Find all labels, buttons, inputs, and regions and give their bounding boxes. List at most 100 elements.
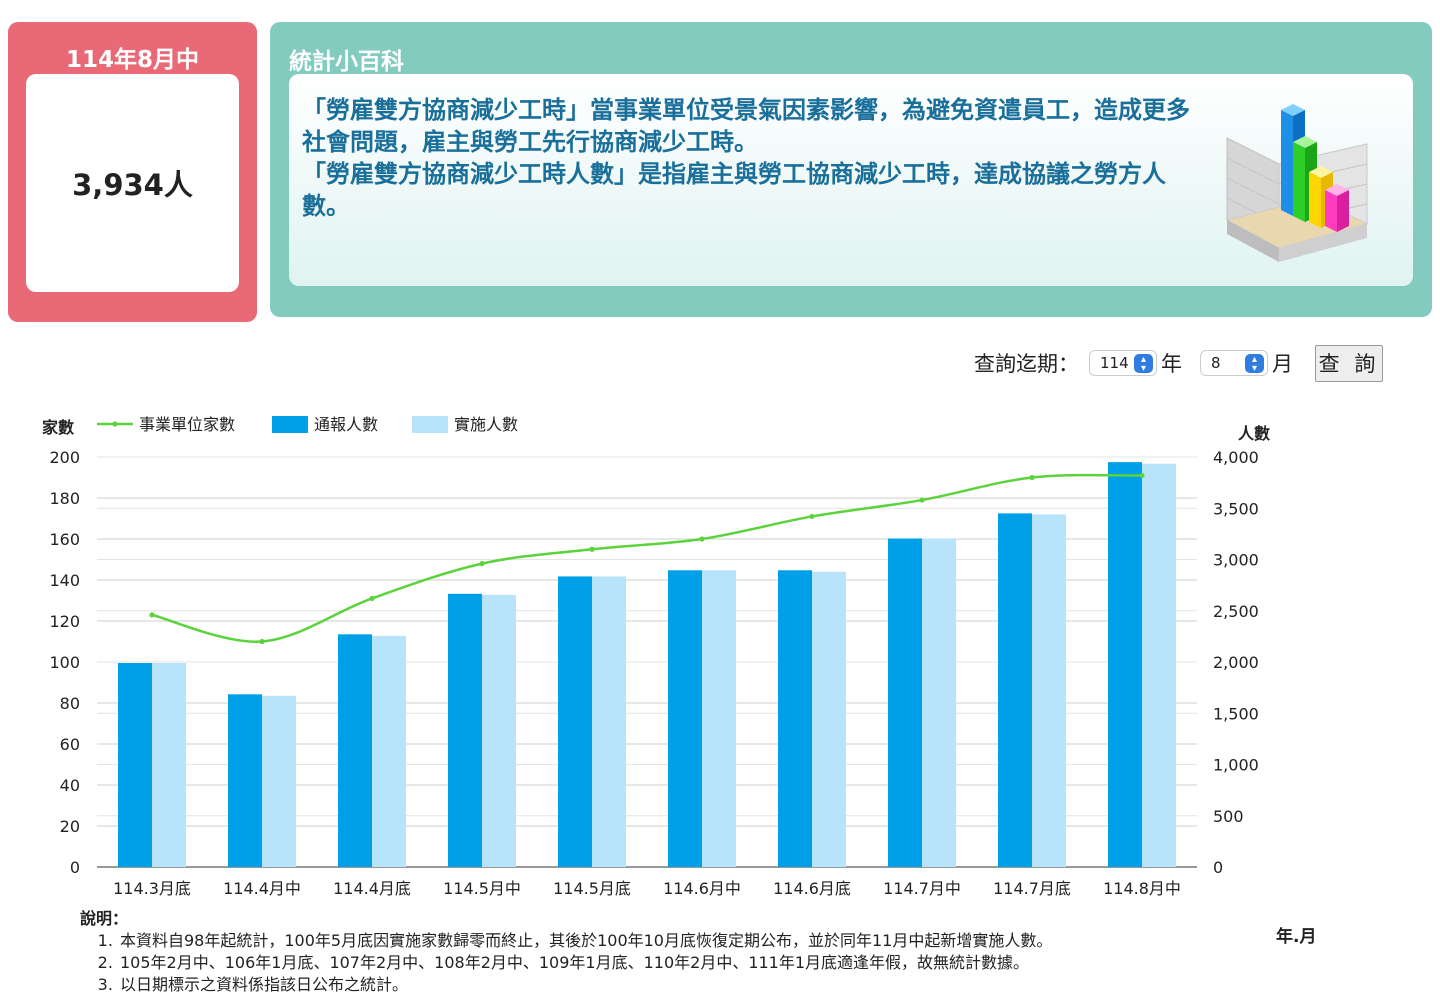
month-select[interactable]: 8 ▴ ▾ bbox=[1200, 350, 1268, 376]
month-unit: 月 bbox=[1272, 352, 1293, 376]
line-point bbox=[259, 638, 265, 645]
right-tick-label: 2,000 bbox=[1213, 653, 1259, 672]
note-item: 105年2月中、106年1月底、107年2月中、108年2月中、109年1月底、… bbox=[118, 952, 1052, 974]
right-tick-label: 3,500 bbox=[1213, 499, 1259, 518]
left-tick-label: 0 bbox=[70, 858, 80, 877]
x-axis-unit-label: 年.月 bbox=[1276, 927, 1317, 947]
right-tick-label: 1,000 bbox=[1213, 756, 1259, 775]
note-item: 本資料自98年起統計，100年5月底因實施家數歸零而終止，其後於100年10月底… bbox=[118, 930, 1052, 952]
right-tick-label: 2,500 bbox=[1213, 602, 1259, 621]
select-stepper-icon: ▴ ▾ bbox=[1134, 354, 1153, 373]
year-select-value: 114 bbox=[1100, 354, 1129, 372]
x-tick-label: 114.4月中 bbox=[223, 879, 301, 898]
notes-title: 說明： bbox=[80, 909, 129, 928]
chart-axes: 0 20 40 60 80 100 120 140 160 180 200 0 500 1,000 1,50… bbox=[42, 418, 1270, 898]
line-point bbox=[149, 612, 155, 618]
legend-label: 實施人數 bbox=[454, 415, 518, 434]
bar-reported bbox=[998, 513, 1032, 867]
left-tick-label: 20 bbox=[60, 817, 80, 836]
line-point bbox=[589, 546, 595, 552]
chart-line bbox=[149, 472, 1145, 645]
wiki-text: 「勞雇雙方協商減少工時」當事業單位受景氣因素影響，為避免資遣員工，造成更多社會問… bbox=[302, 94, 1202, 222]
left-axis-label: 家數 bbox=[42, 418, 74, 437]
chart-bars bbox=[118, 462, 1176, 867]
latest-stat-title: 114年8月中 bbox=[65, 47, 199, 73]
bar-reported bbox=[118, 663, 152, 867]
note-item: 以日期標示之資料係指該日公布之統計。 bbox=[118, 974, 1052, 996]
bar-implemented bbox=[1032, 514, 1066, 867]
wiki-paragraph: 「勞雇雙方協商減少工時人數」是指雇主與勞工協商減少工時，達成協議之勞方人數。 bbox=[302, 160, 1166, 220]
bar-reported bbox=[448, 593, 482, 867]
line-point bbox=[919, 497, 925, 503]
notes: 說明： 本資料自98年起統計，100年5月底因實施家數歸零而終止，其後於100年… bbox=[80, 908, 1052, 996]
query-button[interactable]: 查 詢 bbox=[1315, 344, 1383, 382]
year-unit: 年 bbox=[1161, 352, 1182, 376]
x-tick-label: 114.7月底 bbox=[993, 879, 1071, 898]
right-tick-label: 0 bbox=[1213, 858, 1223, 877]
latest-stat-card: 114年8月中 3,934人 bbox=[8, 22, 257, 322]
latest-stat-box: 3,934人 bbox=[26, 74, 239, 292]
bar-reported bbox=[338, 634, 372, 867]
bar-implemented bbox=[702, 570, 736, 867]
wiki-paragraph: 「勞雇雙方協商減少工時」當事業單位受景氣因素影響，為避免資遣員工，造成更多社會問… bbox=[302, 96, 1190, 156]
query-bar: 查詢迄期： 114 ▴ ▾ 年 8 ▴ ▾ 月 查 詢 bbox=[974, 343, 1383, 383]
line-point bbox=[699, 536, 705, 542]
bar-implemented bbox=[922, 538, 956, 867]
bar-reported bbox=[558, 576, 592, 867]
bar-reported bbox=[1108, 462, 1142, 867]
x-tick-label: 114.6月底 bbox=[773, 879, 851, 898]
legend-bar-swatch bbox=[412, 416, 448, 433]
query-label: 查詢迄期： bbox=[974, 352, 1079, 376]
x-tick-label: 114.3月底 bbox=[113, 879, 191, 898]
line-point bbox=[369, 595, 375, 602]
x-tick-label: 114.8月中 bbox=[1103, 879, 1181, 898]
right-tick-label: 3,000 bbox=[1213, 551, 1259, 570]
right-tick-label: 4,000 bbox=[1213, 448, 1259, 467]
bar-reported bbox=[888, 538, 922, 867]
bar-implemented bbox=[812, 571, 846, 867]
chart-legend: 事業單位家數 通報人數 實施人數 bbox=[97, 415, 518, 434]
notes-list: 本資料自98年起統計，100年5月底因實施家數歸零而終止，其後於100年10月底… bbox=[80, 930, 1052, 996]
x-tick-label: 114.5月中 bbox=[443, 879, 521, 898]
bar-reported bbox=[668, 570, 702, 867]
select-stepper-icon: ▴ ▾ bbox=[1245, 354, 1264, 373]
left-tick-label: 200 bbox=[49, 448, 80, 467]
combo-chart: 0 20 40 60 80 100 120 140 160 180 200 0 500 1,000 1,50… bbox=[42, 415, 1270, 898]
left-tick-label: 100 bbox=[49, 653, 80, 672]
bar-implemented bbox=[1142, 463, 1176, 867]
right-axis-label: 人數 bbox=[1238, 424, 1270, 443]
bar-implemented bbox=[262, 695, 296, 867]
left-tick-label: 80 bbox=[60, 694, 80, 713]
bar-implemented bbox=[372, 635, 406, 867]
right-tick-label: 500 bbox=[1213, 807, 1244, 826]
left-tick-label: 180 bbox=[49, 489, 80, 508]
bar-reported bbox=[228, 694, 262, 867]
latest-stat-value: 3,934人 bbox=[72, 168, 193, 202]
x-tick-label: 114.5月底 bbox=[553, 879, 631, 898]
statistics-wiki-card: 統計小百科 「勞雇雙方協商減少工時」當事業單位受景氣因素影響，為避免資遣員工，造… bbox=[270, 22, 1432, 317]
3d-bar-chart-icon bbox=[1225, 104, 1369, 262]
x-tick-label: 114.7月中 bbox=[883, 879, 961, 898]
left-tick-label: 60 bbox=[60, 735, 80, 754]
legend-label: 事業單位家數 bbox=[139, 415, 235, 434]
legend-bar-swatch bbox=[272, 416, 308, 433]
x-tick-label: 114.4月底 bbox=[333, 879, 411, 898]
wiki-title: 統計小百科 bbox=[289, 49, 404, 75]
right-tick-label: 1,500 bbox=[1213, 704, 1259, 723]
left-tick-label: 40 bbox=[60, 776, 80, 795]
line-point bbox=[479, 561, 485, 567]
bar-implemented bbox=[152, 663, 186, 867]
left-tick-label: 140 bbox=[49, 571, 80, 590]
line-point bbox=[1139, 472, 1145, 479]
year-select[interactable]: 114 ▴ ▾ bbox=[1089, 350, 1157, 376]
month-select-value: 8 bbox=[1211, 354, 1221, 372]
line-point bbox=[809, 513, 815, 520]
legend-line-marker bbox=[112, 421, 118, 427]
legend-label: 通報人數 bbox=[314, 415, 378, 434]
bar-implemented bbox=[482, 594, 516, 867]
left-tick-label: 120 bbox=[49, 612, 80, 631]
left-tick-label: 160 bbox=[49, 530, 80, 549]
x-tick-label: 114.6月中 bbox=[663, 879, 741, 898]
wiki-content-box: 「勞雇雙方協商減少工時」當事業單位受景氣因素影響，為避免資遣員工，造成更多社會問… bbox=[289, 74, 1413, 286]
line-point bbox=[1029, 474, 1035, 481]
